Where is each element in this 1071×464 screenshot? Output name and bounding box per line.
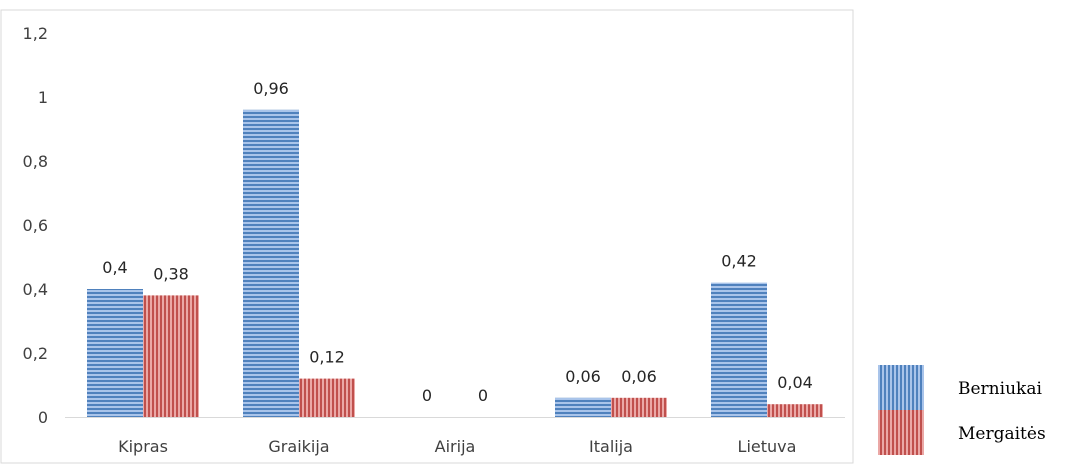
- x-tick-label: Airija: [435, 437, 476, 456]
- bar-mergaites: [767, 404, 823, 417]
- data-label: 0,12: [309, 348, 345, 367]
- data-label: 0,38: [153, 264, 189, 283]
- bars: [87, 109, 823, 418]
- y-tick-label: 0,2: [23, 344, 48, 363]
- data-label: 0: [422, 386, 432, 405]
- y-axis: 0 0,2 0,4 0,6 0,8 1 1,2: [23, 24, 48, 427]
- bar-berniukai: [243, 109, 299, 418]
- legend-label: Berniukai: [958, 379, 1042, 399]
- legend-label: Mergaitės: [958, 424, 1046, 444]
- data-labels: 0,4 0,38 0,96 0,12 0 0 0,06 0,06 0,42 0,04: [102, 79, 813, 405]
- x-tick-label: Italija: [589, 437, 633, 456]
- bar-mergaites: [611, 397, 667, 417]
- y-tick-label: 0: [38, 408, 48, 427]
- x-tick-label: Kipras: [118, 437, 168, 456]
- data-label: 0: [478, 386, 488, 405]
- bar-mergaites: [143, 295, 199, 417]
- bar-berniukai: [87, 289, 143, 417]
- x-tick-label: Graikija: [268, 437, 329, 456]
- bar-berniukai: [555, 397, 611, 417]
- data-label: 0,4: [102, 258, 127, 277]
- data-label: 0,06: [621, 367, 657, 386]
- data-label: 0,06: [565, 367, 601, 386]
- y-tick-label: 0,6: [23, 216, 48, 235]
- data-label: 0,96: [253, 79, 289, 98]
- legend: Berniukai Mergaitės: [878, 365, 1046, 455]
- legend-swatch: [878, 410, 924, 455]
- y-tick-label: 1,2: [23, 24, 48, 43]
- bar-mergaites: [299, 378, 355, 417]
- y-tick-label: 0,4: [23, 280, 48, 299]
- x-tick-label: Lietuva: [738, 437, 797, 456]
- x-axis: Kipras Graikija Airija Italija Lietuva: [118, 437, 796, 456]
- bar-berniukai: [711, 282, 767, 417]
- data-label: 0,42: [721, 252, 757, 271]
- data-label: 0,04: [777, 373, 813, 392]
- y-tick-label: 0,8: [23, 152, 48, 171]
- y-tick-label: 1: [38, 88, 48, 107]
- legend-swatch: [878, 365, 924, 410]
